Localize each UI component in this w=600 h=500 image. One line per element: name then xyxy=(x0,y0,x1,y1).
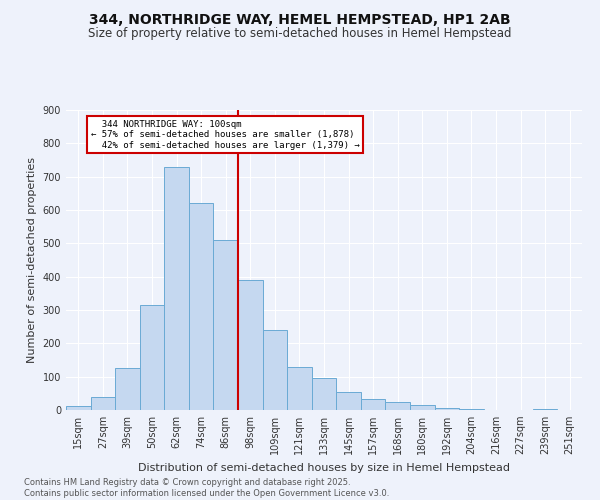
Bar xyxy=(164,166,189,410)
Text: 344 NORTHRIDGE WAY: 100sqm
← 57% of semi-detached houses are smaller (1,878)
  4: 344 NORTHRIDGE WAY: 100sqm ← 57% of semi… xyxy=(91,120,359,150)
Y-axis label: Number of semi-detached properties: Number of semi-detached properties xyxy=(27,157,37,363)
Bar xyxy=(312,378,336,410)
Bar xyxy=(66,406,91,410)
Bar xyxy=(434,408,459,410)
Text: 344, NORTHRIDGE WAY, HEMEL HEMPSTEAD, HP1 2AB: 344, NORTHRIDGE WAY, HEMEL HEMPSTEAD, HP… xyxy=(89,12,511,26)
Bar xyxy=(238,280,263,410)
Bar xyxy=(91,396,115,410)
Text: Contains HM Land Registry data © Crown copyright and database right 2025.
Contai: Contains HM Land Registry data © Crown c… xyxy=(24,478,389,498)
Bar xyxy=(361,399,385,410)
Bar xyxy=(189,204,214,410)
Bar xyxy=(336,392,361,410)
Text: Size of property relative to semi-detached houses in Hemel Hempstead: Size of property relative to semi-detach… xyxy=(88,28,512,40)
Bar xyxy=(410,405,434,410)
X-axis label: Distribution of semi-detached houses by size in Hemel Hempstead: Distribution of semi-detached houses by … xyxy=(138,462,510,472)
Bar xyxy=(263,330,287,410)
Bar xyxy=(533,409,557,410)
Bar xyxy=(385,402,410,410)
Bar xyxy=(140,305,164,410)
Bar xyxy=(287,368,312,410)
Bar xyxy=(115,368,140,410)
Bar xyxy=(214,240,238,410)
Bar xyxy=(459,409,484,410)
